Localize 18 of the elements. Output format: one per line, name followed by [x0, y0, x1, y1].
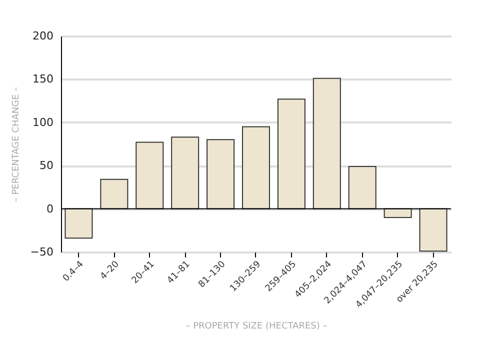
bar	[312, 78, 341, 210]
bar	[242, 126, 270, 210]
bar	[206, 139, 235, 210]
x-axis-title: – PROPERTY SIZE (HECTARES) –	[186, 322, 328, 332]
y-tick-label: −50	[30, 246, 54, 258]
y-tick-label: 0	[46, 202, 54, 216]
bar	[277, 98, 306, 210]
y-axis-title: – PERCENTAGE CHANGE –	[11, 86, 22, 202]
y-tick-label: 50	[40, 159, 54, 172]
bar	[136, 142, 164, 210]
y-tick-label: 150	[32, 72, 54, 86]
bar	[419, 208, 448, 252]
bar	[64, 208, 93, 239]
bar	[171, 136, 200, 210]
y-tick-label: 100	[32, 116, 54, 129]
bar	[100, 178, 128, 210]
y-tick-label: 200	[32, 30, 54, 42]
bar	[348, 166, 376, 210]
